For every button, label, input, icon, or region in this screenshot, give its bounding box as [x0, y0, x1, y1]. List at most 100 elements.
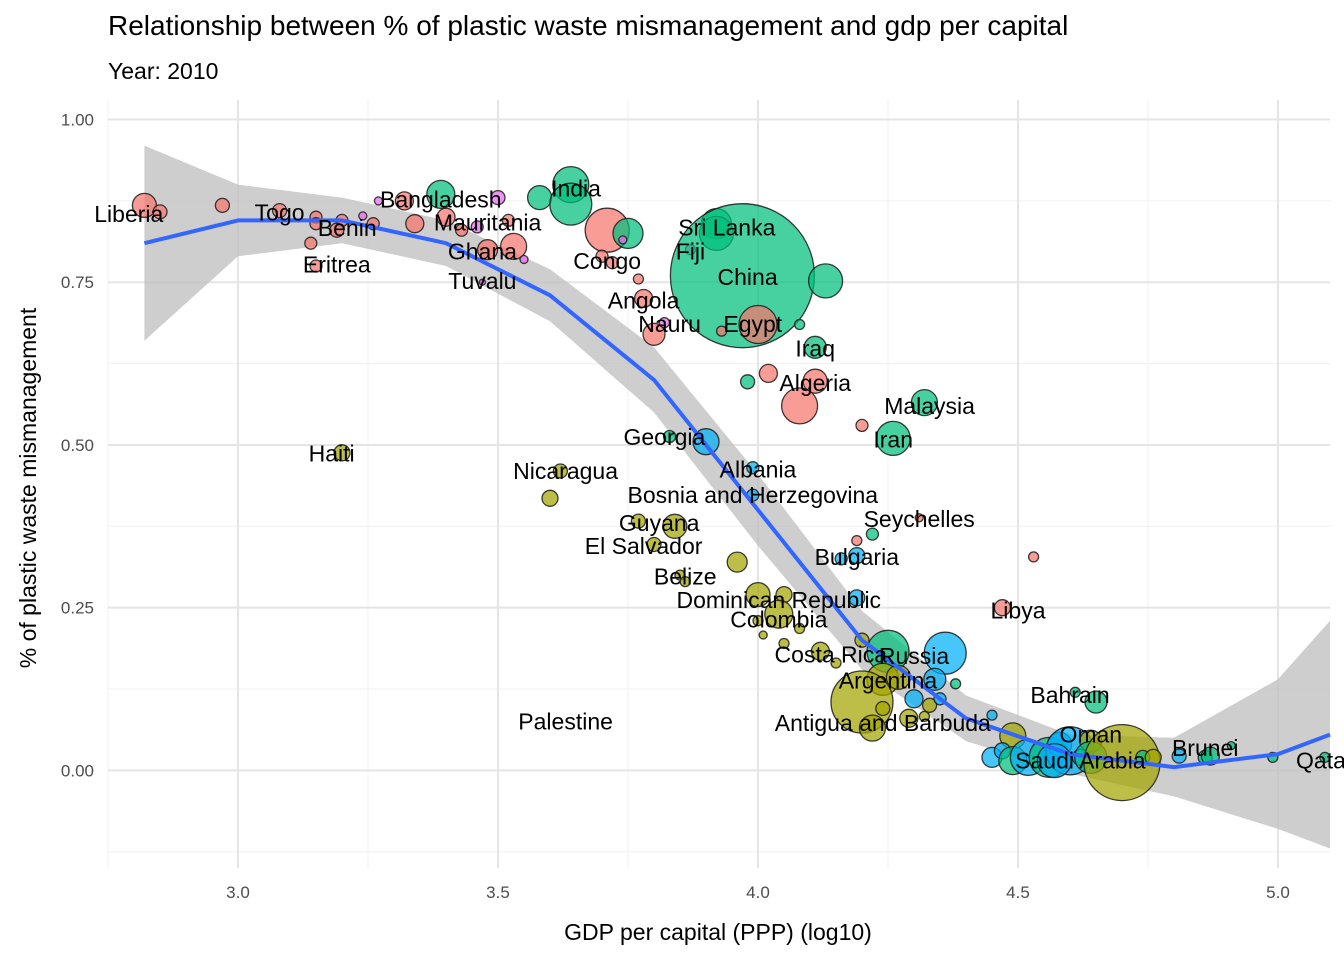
- data-point: [373, 196, 384, 206]
- y-axis-title: % of plastic waste mismanagement: [15, 307, 41, 668]
- data-point: [662, 429, 677, 444]
- data-point: [426, 179, 456, 210]
- data-point: [304, 236, 318, 250]
- point-label: Georgia: [623, 424, 705, 450]
- data-point: [271, 202, 288, 219]
- data-point: [810, 641, 831, 661]
- data-point: [923, 667, 947, 691]
- point-label: Guyana: [619, 510, 700, 536]
- point-label: Tuvalu: [448, 268, 516, 294]
- smooth-trend-line: [143, 218, 1331, 770]
- data-point: [632, 273, 645, 285]
- point-label: Bosnia and Herzegovina: [627, 482, 878, 508]
- x-tick-label: 3.0: [226, 883, 250, 902]
- x-tick-label: 3.5: [486, 883, 510, 902]
- point-label: Haiti: [309, 440, 355, 466]
- data-point: [752, 615, 764, 627]
- data-point: [793, 318, 806, 331]
- data-point: [802, 368, 828, 394]
- data-point: [830, 657, 842, 669]
- data-point: [914, 513, 924, 523]
- data-point: [470, 220, 484, 234]
- data-point: [519, 254, 529, 265]
- point-label: Mauritania: [434, 209, 542, 235]
- smooth-line-layer: [143, 218, 1331, 770]
- data-point: [490, 189, 506, 206]
- point-label: Bahrain: [1030, 682, 1109, 708]
- point-label: Egypt: [723, 311, 782, 337]
- data-point: [658, 316, 671, 329]
- x-axis-title: GDP per capital (PPP) (log10): [564, 919, 872, 945]
- data-point: [858, 714, 887, 742]
- data-point: [793, 622, 806, 635]
- data-point: [778, 637, 790, 650]
- point-label: Qatar: [1296, 748, 1344, 774]
- data-point: [309, 259, 323, 273]
- confidence-ribbon: [144, 145, 1330, 849]
- point-label: El Salvador: [585, 533, 703, 559]
- data-point: [986, 709, 998, 721]
- data-point: [595, 249, 609, 263]
- data-point: [745, 581, 771, 608]
- y-tick-label: 1.00: [61, 111, 94, 130]
- confidence-ribbon-layer: [144, 145, 1330, 849]
- data-point: [662, 513, 688, 539]
- point-label: Congo: [573, 248, 641, 274]
- data-point: [949, 678, 962, 690]
- point-label: Bangladesh: [380, 187, 502, 213]
- point-label: Saudi Arabia: [1015, 748, 1146, 774]
- x-tick-label: 4.5: [1006, 883, 1030, 902]
- point-label: Brunei: [1172, 735, 1238, 761]
- data-point: [851, 534, 863, 547]
- axis-ticks-layer: 3.0 3.5 4.0 4.5 5.0 0.00 0.25 0.50 0.75 1.00: [61, 111, 1290, 903]
- point-label: Colombia: [730, 606, 827, 632]
- data-point: [630, 513, 647, 529]
- point-label: Iran: [873, 427, 913, 453]
- data-point: [612, 217, 644, 250]
- point-label: Malaysia: [884, 393, 975, 419]
- point-label: Nicaragua: [513, 458, 618, 484]
- point-labels-layer: Liberia Togo Benin Eritrea BangladeshMaurita…: [94, 176, 1344, 774]
- data-point: [214, 197, 231, 214]
- x-tick-label: 5.0: [1266, 883, 1290, 902]
- data-point: [478, 278, 487, 286]
- data-point: [918, 710, 931, 723]
- data-point: [333, 444, 351, 462]
- data-point: [541, 489, 559, 507]
- data-point: [405, 214, 425, 234]
- y-tick-label: 0.75: [61, 273, 94, 292]
- point-label: Sri Lanka: [678, 215, 775, 241]
- data-point: [633, 288, 654, 309]
- data-point: [993, 599, 1012, 617]
- point-label: Dominican Republic: [677, 587, 882, 613]
- data-point: [875, 700, 891, 717]
- data-point: [549, 182, 593, 226]
- point-label: India: [551, 176, 601, 202]
- data-point: [855, 418, 869, 433]
- x-tick-label: 4.0: [746, 883, 770, 902]
- point-label: China: [718, 264, 778, 290]
- point-label: Angola: [608, 288, 680, 314]
- data-point: [904, 689, 924, 709]
- data-point: [329, 222, 345, 238]
- data-point: [910, 388, 939, 417]
- data-point: [803, 335, 827, 359]
- data-point: [436, 207, 456, 227]
- data-point: [642, 322, 666, 346]
- data-point: [526, 184, 553, 211]
- data-point: [1027, 551, 1040, 563]
- point-label: Libya: [991, 597, 1046, 623]
- data-point: [476, 239, 499, 261]
- data-point: [499, 232, 528, 261]
- data-point: [807, 263, 844, 299]
- data-point: [1319, 751, 1331, 764]
- y-tick-label: 0.50: [61, 436, 94, 455]
- data-point: [758, 363, 779, 384]
- data-point: [394, 191, 415, 211]
- point-label: Palestine: [518, 709, 613, 735]
- point-label: Argentina: [839, 668, 938, 694]
- data-point: [679, 575, 691, 588]
- data-point: [899, 708, 919, 728]
- point-label: Liberia: [94, 201, 163, 227]
